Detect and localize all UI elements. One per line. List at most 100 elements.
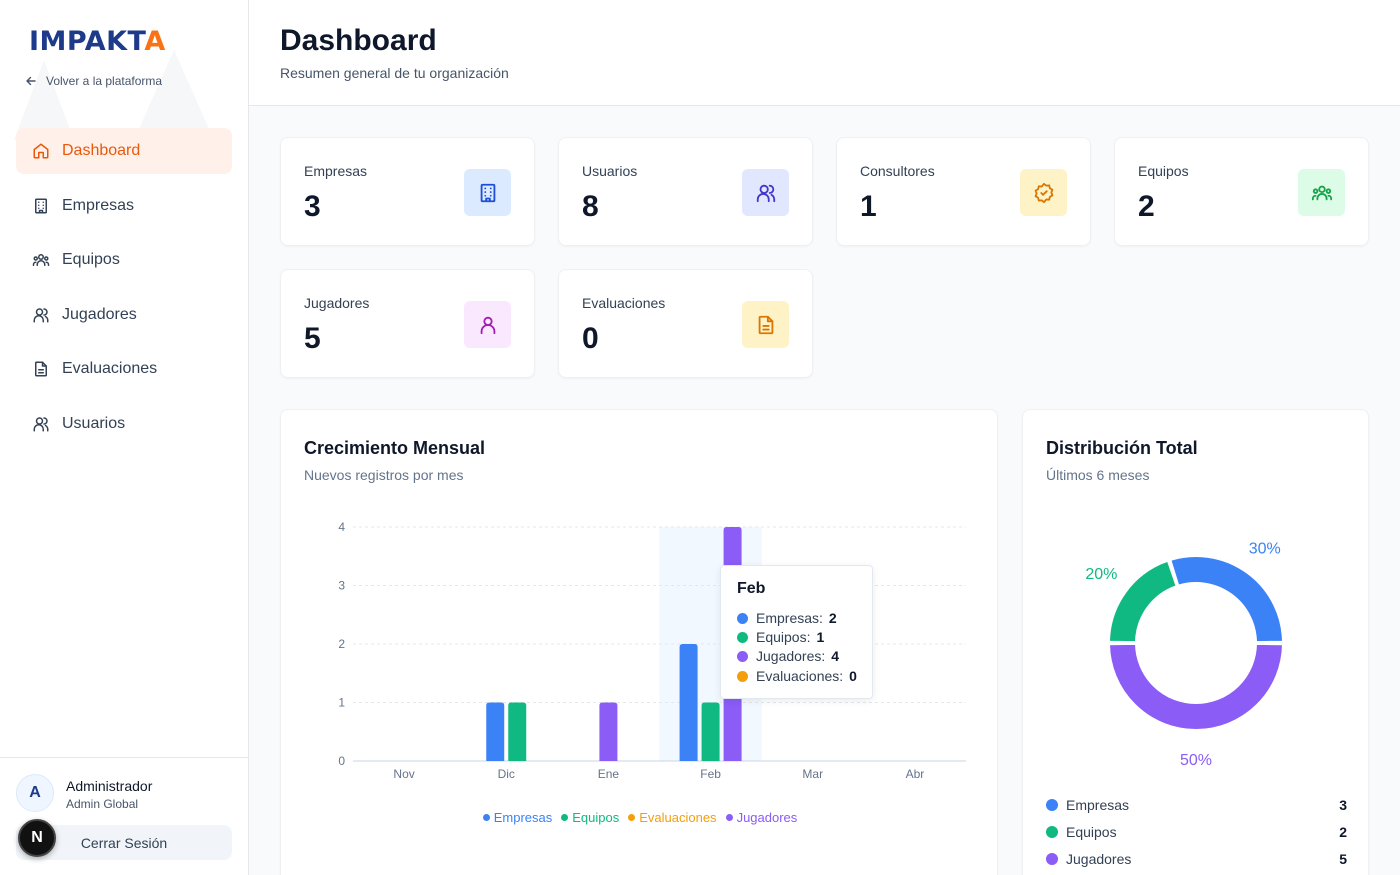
legend-dot-icon <box>1046 826 1058 838</box>
page-header: Dashboard Resumen general de tu organiza… <box>249 0 1400 106</box>
legend-dot-icon <box>725 814 733 821</box>
badge-check-icon <box>1020 169 1067 216</box>
y-tick-label: 2 <box>338 637 345 651</box>
legend-dot-icon <box>482 814 490 821</box>
stat-label: Empresas <box>304 163 368 179</box>
x-tick-label: Ene <box>598 767 620 781</box>
x-tick-label: Nov <box>393 767 414 781</box>
stat-value: 0 <box>582 322 599 355</box>
donut-slice-label: 50% <box>1180 752 1212 769</box>
stat-card-jugadores: Jugadores 5 <box>280 269 535 378</box>
sidebar-item-equipos[interactable]: Equipos <box>16 237 232 283</box>
user-icon <box>464 301 511 348</box>
legend-dot-icon <box>737 670 748 682</box>
back-to-platform-link[interactable]: Volver a la plataforma <box>25 74 162 88</box>
donut-slice-label: 30% <box>1249 540 1281 557</box>
donut-slice-empresas <box>1169 555 1285 644</box>
chart-legend: Empresas Equipos Evaluaciones Jugadores <box>281 810 999 825</box>
team-icon <box>1298 169 1345 216</box>
sidebar-item-label: Evaluaciones <box>62 360 158 377</box>
legend-item[interactable]: Equipos <box>561 810 619 825</box>
tooltip-row: Empresas: 2 <box>737 610 837 626</box>
stat-label: Evaluaciones <box>582 295 666 311</box>
bar-empresas <box>486 702 505 761</box>
sidebar-item-label: Empresas <box>62 196 135 214</box>
y-tick-label: 1 <box>338 696 345 710</box>
sidebar-item-label: Dashboard <box>62 142 141 159</box>
legend-dot-icon <box>561 814 569 821</box>
y-tick-label: 0 <box>338 754 345 768</box>
sidebar-footer: A Administrador Admin Global Cerrar Sesi… <box>0 757 248 875</box>
x-tick-label: Abr <box>906 767 925 781</box>
users-icon <box>742 169 789 216</box>
legend-item[interactable]: Jugadores <box>725 810 797 825</box>
document-icon <box>742 301 789 348</box>
growth-bar-chart[interactable]: 0 1 2 3 4 Nov Dic Ene Feb Mar Abr <box>281 410 999 810</box>
x-tick-label: Dic <box>498 767 515 781</box>
sidebar-item-jugadores[interactable]: Jugadores <box>16 292 232 338</box>
x-tick-label: Mar <box>802 767 823 781</box>
stat-value: 3 <box>304 190 321 223</box>
stat-card-equipos: Equipos 2 <box>1114 137 1369 246</box>
bar-empresas <box>679 644 698 761</box>
legend-dot-icon <box>628 814 636 821</box>
legend-item[interactable]: Evaluaciones <box>628 810 717 825</box>
legend-item[interactable]: Empresas <box>482 810 552 825</box>
stat-label: Jugadores <box>304 295 370 311</box>
distribution-row: Jugadores 5 <box>1046 851 1347 867</box>
distribution-row: Empresas 3 <box>1046 797 1347 813</box>
tooltip-row: Equipos: 1 <box>737 629 824 645</box>
legend-dot-icon <box>737 631 748 643</box>
avatar[interactable]: A <box>16 774 54 812</box>
tooltip-row: Jugadores: 4 <box>737 648 839 664</box>
distribution-donut-chart[interactable]: 30% 20% 50% <box>1023 410 1370 770</box>
bar-equipos <box>701 702 720 761</box>
stat-value: 8 <box>582 190 599 223</box>
stat-value: 5 <box>304 322 321 355</box>
chart-subtitle: Últimos 6 meses <box>1046 467 1150 483</box>
bar-equipos <box>508 702 527 761</box>
dev-tools-badge-icon[interactable]: N <box>18 819 56 857</box>
home-icon <box>33 143 49 159</box>
stat-card-empresas: Empresas 3 <box>280 137 535 246</box>
donut-slice-label: 20% <box>1085 566 1117 583</box>
stat-label: Equipos <box>1138 163 1189 179</box>
y-tick-label: 4 <box>338 520 345 534</box>
page-title: Dashboard <box>280 24 437 57</box>
stat-label: Usuarios <box>582 163 638 179</box>
donut-slice-equipos <box>1107 559 1178 644</box>
bar-jugadores <box>599 702 618 761</box>
user-name: Administrador <box>66 778 153 794</box>
x-tick-label: Feb <box>700 767 721 781</box>
sidebar-item-label: Usuarios <box>62 414 126 432</box>
stat-card-consultores: Consultores 1 <box>836 137 1091 246</box>
legend-dot-icon <box>1046 799 1058 811</box>
sidebar-item-usuarios[interactable]: Usuarios <box>16 401 232 447</box>
users-icon <box>33 416 49 431</box>
legend-dot-icon <box>737 612 748 624</box>
sidebar-item-empresas[interactable]: Empresas <box>16 183 232 229</box>
stat-card-evaluaciones: Evaluaciones 0 <box>558 269 813 378</box>
document-icon <box>35 361 47 377</box>
distribution-row: Equipos 2 <box>1046 824 1347 840</box>
sidebar-item-dashboard[interactable]: Dashboard <box>16 128 232 174</box>
y-tick-label: 3 <box>338 579 345 593</box>
legend-dot-icon <box>737 650 748 662</box>
building-icon <box>35 198 47 213</box>
tooltip-title: Feb <box>737 580 766 597</box>
chart-title: Distribución Total <box>1046 438 1198 458</box>
legend-dot-icon <box>1046 853 1058 865</box>
logo-watermark-icon <box>14 50 214 140</box>
building-icon <box>464 169 511 216</box>
stat-label: Consultores <box>860 163 935 179</box>
brand-logo[interactable]: IMPAKTA <box>29 26 166 57</box>
stat-card-usuarios: Usuarios 8 <box>558 137 813 246</box>
sidebar-nav: Dashboard Empresas Equipos Jugadores Eva… <box>16 128 232 455</box>
sidebar-item-evaluaciones[interactable]: Evaluaciones <box>16 346 232 392</box>
users-icon <box>33 307 49 322</box>
stat-value: 2 <box>1138 190 1155 223</box>
page-subtitle: Resumen general de tu organización <box>280 65 509 81</box>
team-icon <box>32 254 50 266</box>
stat-value: 1 <box>860 190 877 223</box>
growth-chart-card: Crecimiento Mensual Nuevos registros por… <box>280 409 998 875</box>
